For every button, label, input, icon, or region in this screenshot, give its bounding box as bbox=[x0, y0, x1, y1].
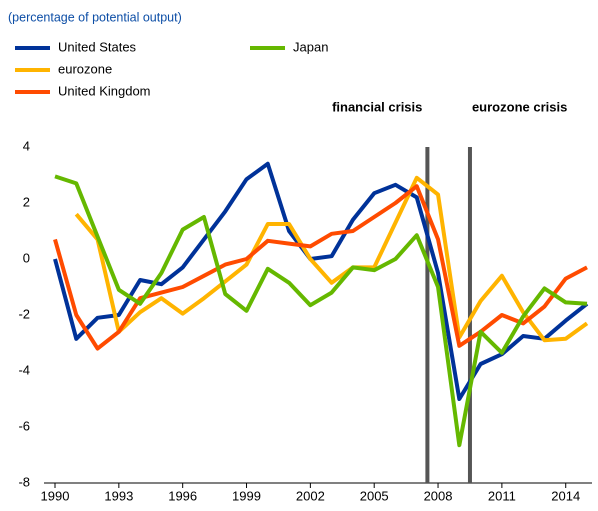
y-tick-label: -8 bbox=[18, 474, 30, 489]
series-line bbox=[53, 161, 589, 401]
x-tick-label: 1996 bbox=[168, 488, 197, 503]
legend-label: Japan bbox=[293, 39, 328, 54]
crisis-label: financial crisis bbox=[332, 99, 422, 114]
crisis-label: eurozone crisis bbox=[472, 99, 567, 114]
y-tick-label: 2 bbox=[23, 194, 30, 209]
y-tick-label: 0 bbox=[23, 250, 30, 265]
x-tick-label: 1993 bbox=[104, 488, 133, 503]
x-tick-label: 2005 bbox=[360, 488, 389, 503]
y-tick-label: 4 bbox=[23, 138, 30, 153]
x-tick-label: 1990 bbox=[41, 488, 70, 503]
series-line bbox=[54, 174, 588, 448]
y-tick-label: -2 bbox=[18, 306, 30, 321]
series-line bbox=[74, 175, 589, 343]
legend-label: United Kingdom bbox=[58, 83, 151, 98]
x-tick-label: 1999 bbox=[232, 488, 261, 503]
legend-label: United States bbox=[58, 39, 137, 54]
x-tick-label: 2008 bbox=[424, 488, 453, 503]
x-tick-label: 2011 bbox=[488, 488, 516, 503]
x-tick-label: 2002 bbox=[296, 488, 325, 503]
y-tick-label: -6 bbox=[18, 418, 30, 433]
legend-label: eurozone bbox=[58, 61, 112, 76]
series-line bbox=[53, 184, 588, 351]
x-tick-label: 2014 bbox=[551, 488, 580, 503]
chart-subtitle: (percentage of potential output) bbox=[8, 10, 182, 24]
y-tick-label: -4 bbox=[18, 362, 30, 377]
